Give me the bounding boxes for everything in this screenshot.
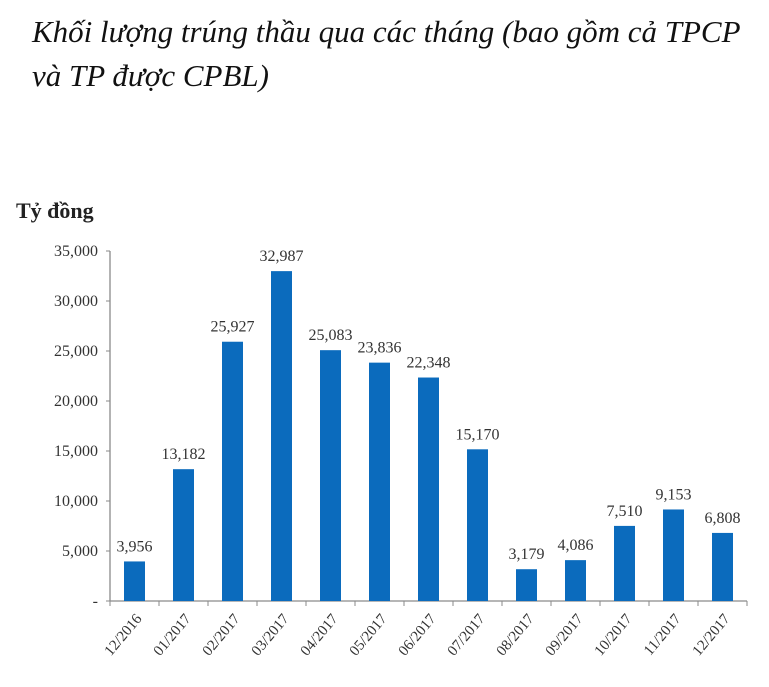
y-tick-label: 15,000 — [54, 443, 98, 460]
y-tick-label: 5,000 — [62, 543, 98, 560]
x-category-label: 07/2017 — [445, 611, 489, 659]
bar — [418, 377, 439, 601]
bar-value-label: 9,153 — [656, 486, 692, 503]
bar — [712, 532, 733, 601]
x-category-label: 06/2017 — [396, 611, 440, 659]
bar-value-label: 4,086 — [558, 537, 594, 554]
y-tick-label: 10,000 — [54, 493, 98, 510]
bar — [320, 350, 341, 601]
x-category-label: 05/2017 — [347, 611, 391, 659]
x-category-label: 12/2017 — [690, 611, 734, 659]
bar — [173, 469, 194, 601]
bar — [516, 569, 537, 601]
x-category-label: 02/2017 — [200, 611, 244, 659]
y-tick-label: 30,000 — [54, 293, 98, 310]
bar — [565, 560, 586, 601]
x-category-label: 03/2017 — [249, 611, 293, 659]
bar — [467, 449, 488, 601]
y-tick-label: - — [93, 593, 98, 610]
bar-value-label: 7,510 — [607, 503, 643, 520]
x-category-label: 12/2016 — [102, 611, 146, 659]
bar-value-label: 25,927 — [211, 319, 255, 336]
y-tick-label: 20,000 — [54, 393, 98, 410]
bar-value-label: 3,179 — [509, 546, 545, 563]
bar-value-label: 13,182 — [162, 446, 206, 463]
y-tick-label: 35,000 — [54, 243, 98, 260]
bar — [369, 362, 390, 601]
bar — [663, 509, 684, 601]
x-category-label: 10/2017 — [592, 611, 636, 659]
bar — [271, 271, 292, 601]
bar — [124, 561, 145, 601]
x-category-label: 08/2017 — [494, 611, 538, 659]
chart-title: Khối lượng trúng thầu qua các tháng (bao… — [32, 14, 740, 93]
bar-value-label: 25,083 — [309, 327, 353, 344]
x-category-label: 01/2017 — [151, 611, 195, 659]
x-category-label: 09/2017 — [543, 611, 587, 659]
y-tick-label: 25,000 — [54, 343, 98, 360]
bar-value-label: 3,956 — [117, 538, 153, 555]
bar — [222, 341, 243, 601]
bar-value-label: 15,170 — [456, 426, 500, 443]
bar-value-label: 22,348 — [407, 355, 451, 372]
bar — [614, 525, 635, 601]
bar-value-label: 6,808 — [705, 510, 741, 527]
bar-value-label: 32,987 — [260, 248, 304, 265]
y-axis-label: Tỷ đồng — [16, 198, 94, 223]
bar-value-label: 23,836 — [358, 340, 402, 357]
x-category-label: 11/2017 — [641, 611, 685, 659]
x-category-label: 04/2017 — [298, 611, 342, 659]
